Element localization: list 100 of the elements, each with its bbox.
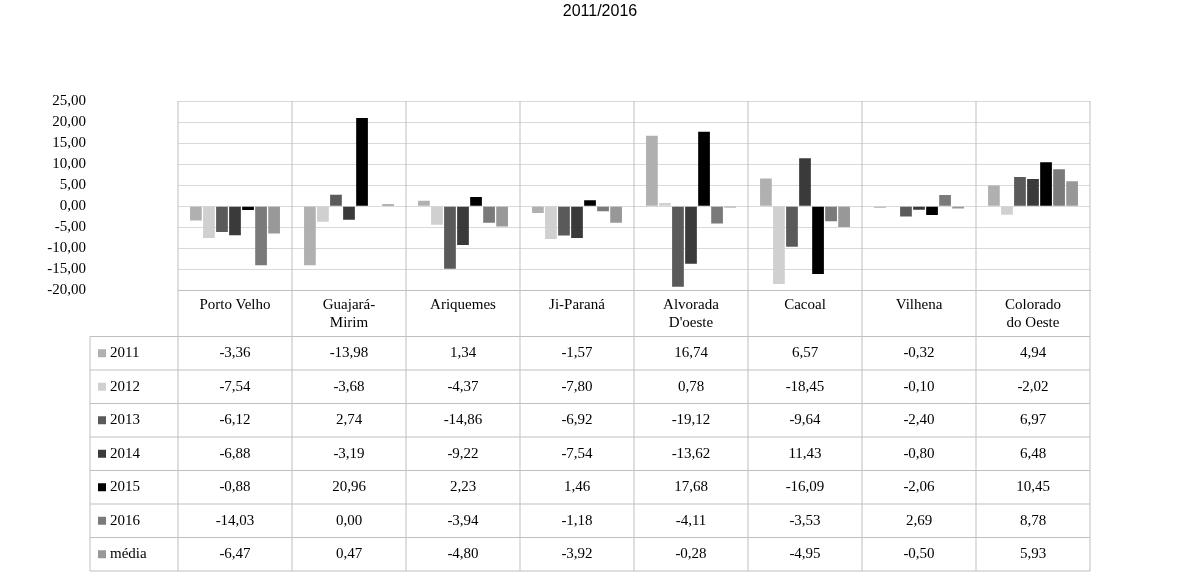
data-label: -3,19 bbox=[333, 444, 365, 461]
bar bbox=[926, 206, 938, 215]
data-label: -7,54 bbox=[219, 377, 252, 394]
data-label: 2,69 bbox=[905, 511, 933, 528]
data-label: -1,57 bbox=[561, 344, 594, 361]
bar bbox=[988, 185, 1000, 206]
bar bbox=[418, 200, 430, 206]
legend-label: 2015 bbox=[110, 478, 140, 495]
data-label: 2,74 bbox=[335, 411, 363, 428]
data-label: -13,62 bbox=[671, 444, 711, 461]
bar bbox=[444, 206, 456, 269]
bar bbox=[610, 206, 622, 223]
data-label: -6,88 bbox=[219, 444, 251, 461]
data-label: -16,09 bbox=[785, 478, 825, 495]
y-tick-label: -5,00 bbox=[54, 218, 86, 235]
legend-label: 2016 bbox=[110, 511, 141, 528]
y-tick-label: 10,00 bbox=[52, 155, 86, 172]
y-tick-label: 25,00 bbox=[52, 91, 86, 108]
bar bbox=[571, 206, 583, 239]
data-label: -3,36 bbox=[219, 344, 252, 361]
x-tick-label: Colorado do Oeste bbox=[1005, 296, 1061, 331]
bar bbox=[255, 206, 267, 266]
bar bbox=[229, 206, 241, 236]
bar bbox=[470, 196, 482, 206]
bar bbox=[190, 206, 202, 221]
data-label: -3,68 bbox=[333, 377, 365, 394]
bar bbox=[1066, 181, 1078, 206]
y-tick-label: -20,00 bbox=[47, 281, 86, 298]
data-label: 17,68 bbox=[674, 478, 708, 495]
bar bbox=[457, 206, 469, 246]
x-tick-label: Vilhena bbox=[895, 296, 943, 313]
x-tick-label: Porto Velho bbox=[199, 296, 271, 313]
bar bbox=[838, 206, 850, 228]
data-label: -3,53 bbox=[789, 511, 821, 528]
data-label: -2,40 bbox=[903, 411, 935, 428]
bar bbox=[584, 200, 596, 206]
data-label: -6,92 bbox=[561, 411, 593, 428]
x-tick-label: Guajará-Mirim bbox=[322, 296, 376, 331]
x-tick-label: Cacoal bbox=[784, 296, 826, 313]
bar bbox=[216, 206, 228, 233]
data-label: -6,12 bbox=[219, 411, 251, 428]
data-label: -2,02 bbox=[1017, 377, 1049, 394]
data-label: -0,50 bbox=[903, 545, 935, 562]
bar bbox=[242, 206, 254, 210]
data-label: 1,34 bbox=[449, 344, 477, 361]
bar bbox=[799, 158, 811, 206]
legend-label: 2014 bbox=[110, 444, 141, 461]
x-tick-label: Alvorada D'oeste bbox=[663, 296, 720, 331]
bar bbox=[483, 206, 495, 223]
x-tick-label: Ariquemes bbox=[430, 296, 497, 313]
y-tick-label: 20,00 bbox=[52, 112, 86, 129]
y-tick-label: 5,00 bbox=[59, 176, 86, 193]
data-label: 4,94 bbox=[1019, 344, 1047, 361]
data-label: -4,95 bbox=[789, 545, 821, 562]
bar bbox=[711, 206, 723, 224]
data-label: -14,03 bbox=[215, 511, 255, 528]
data-label: 0,78 bbox=[677, 377, 705, 394]
bar bbox=[825, 206, 837, 222]
data-label: -18,45 bbox=[785, 377, 825, 394]
data-label: -9,64 bbox=[789, 411, 822, 428]
bar bbox=[330, 194, 342, 206]
data-label: 0,00 bbox=[335, 511, 363, 528]
data-label: 2,23 bbox=[449, 478, 477, 495]
data-label: -0,28 bbox=[675, 545, 707, 562]
bar bbox=[939, 194, 951, 206]
data-label: 6,57 bbox=[791, 344, 819, 361]
bar bbox=[760, 178, 772, 206]
data-label: -4,37 bbox=[447, 377, 480, 394]
bar bbox=[913, 206, 925, 210]
data-label: -0,10 bbox=[903, 377, 935, 394]
legend-label: média bbox=[110, 545, 147, 562]
bar bbox=[532, 206, 544, 213]
data-label: 16,74 bbox=[674, 344, 709, 361]
data-label: -2,06 bbox=[903, 478, 936, 495]
chart-title: 2011/2016 bbox=[561, 2, 639, 20]
data-label: 11,43 bbox=[788, 444, 822, 461]
legend-label: 2011 bbox=[110, 344, 140, 361]
data-label: -0,88 bbox=[219, 478, 251, 495]
bar bbox=[685, 206, 697, 264]
bar bbox=[1040, 162, 1052, 206]
data-label: -13,98 bbox=[329, 344, 369, 361]
data-label: 5,93 bbox=[1019, 545, 1047, 562]
bar bbox=[812, 206, 824, 275]
data-label: -1,18 bbox=[561, 511, 593, 528]
legend-label: 2013 bbox=[110, 411, 140, 428]
y-tick-label: 15,00 bbox=[52, 134, 86, 151]
bar bbox=[1053, 169, 1065, 206]
bar bbox=[558, 206, 570, 236]
data-label: 6,48 bbox=[1019, 444, 1047, 461]
legend-label: 2012 bbox=[110, 377, 140, 394]
bar bbox=[672, 206, 684, 287]
data-label: -4,11 bbox=[675, 511, 707, 528]
data-label: 8,78 bbox=[1019, 511, 1047, 528]
data-label: -4,80 bbox=[447, 545, 479, 562]
bar bbox=[1014, 176, 1026, 206]
bar bbox=[646, 135, 658, 206]
data-label: 20,96 bbox=[332, 478, 367, 495]
data-label: -0,80 bbox=[903, 444, 935, 461]
data-label: 0,47 bbox=[335, 545, 363, 562]
data-label: -9,22 bbox=[447, 444, 479, 461]
